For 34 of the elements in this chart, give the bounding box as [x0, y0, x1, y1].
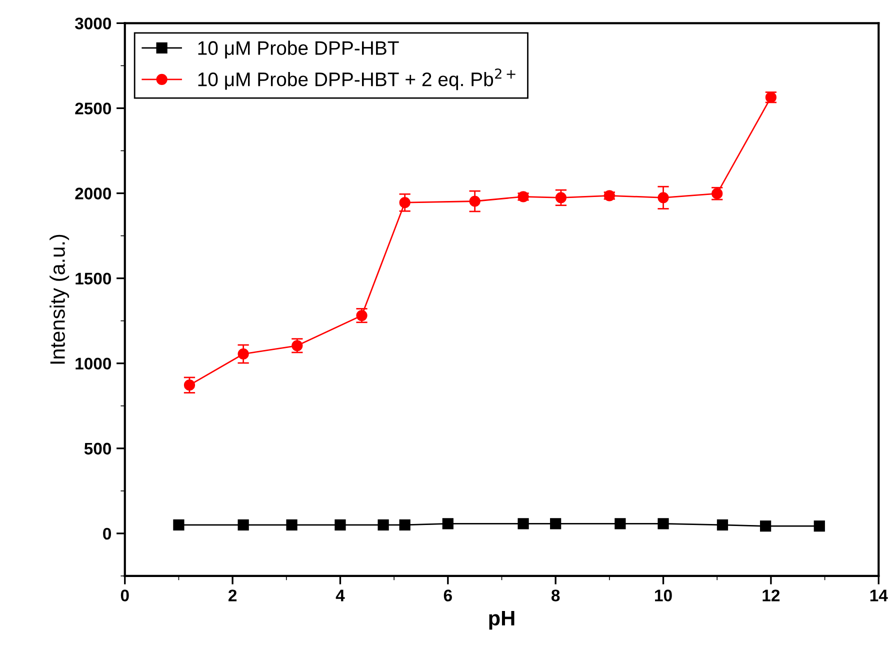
x-tick-label: 6 — [444, 590, 452, 602]
point — [173, 519, 184, 530]
point — [442, 518, 454, 530]
point — [716, 519, 728, 530]
x-axis-title: pH — [489, 610, 514, 630]
y-tick-label: 2000 — [75, 188, 112, 200]
x-tick-label: 14 — [870, 590, 888, 602]
point — [555, 192, 567, 204]
point — [378, 519, 389, 530]
y-tick-label: 500 — [84, 442, 112, 455]
x-tick-label: 2 — [228, 590, 237, 602]
x-tick-label: 0 — [120, 590, 129, 602]
y-tick-label: 3000 — [74, 18, 112, 30]
point — [658, 518, 669, 530]
x-tick-label: 8 — [551, 590, 560, 602]
legend-label: 10 μM Probe DPP-HBT + 2 eq. Pb$^{2+}$ — [198, 68, 516, 90]
x-tick-label: 10 — [655, 590, 672, 602]
y-tick-label: 2500 — [75, 102, 112, 114]
x-tick-label: 4 — [336, 590, 345, 602]
point — [238, 519, 249, 530]
x-tick-label: 12 — [762, 590, 780, 602]
y-tick-label: 1000 — [76, 358, 112, 370]
legend-label: 10 μM Probe DPP-HBT — [198, 40, 399, 58]
point — [334, 519, 346, 530]
point — [286, 519, 298, 530]
y-tick-label: 1500 — [76, 272, 112, 284]
y-tick-label: 0 — [103, 528, 112, 540]
point — [399, 519, 410, 530]
y-axis-title: Intensity (a.u.) — [50, 234, 70, 364]
point — [760, 520, 772, 532]
point — [550, 518, 562, 530]
point — [814, 520, 825, 532]
point — [518, 518, 529, 530]
point — [614, 518, 626, 530]
